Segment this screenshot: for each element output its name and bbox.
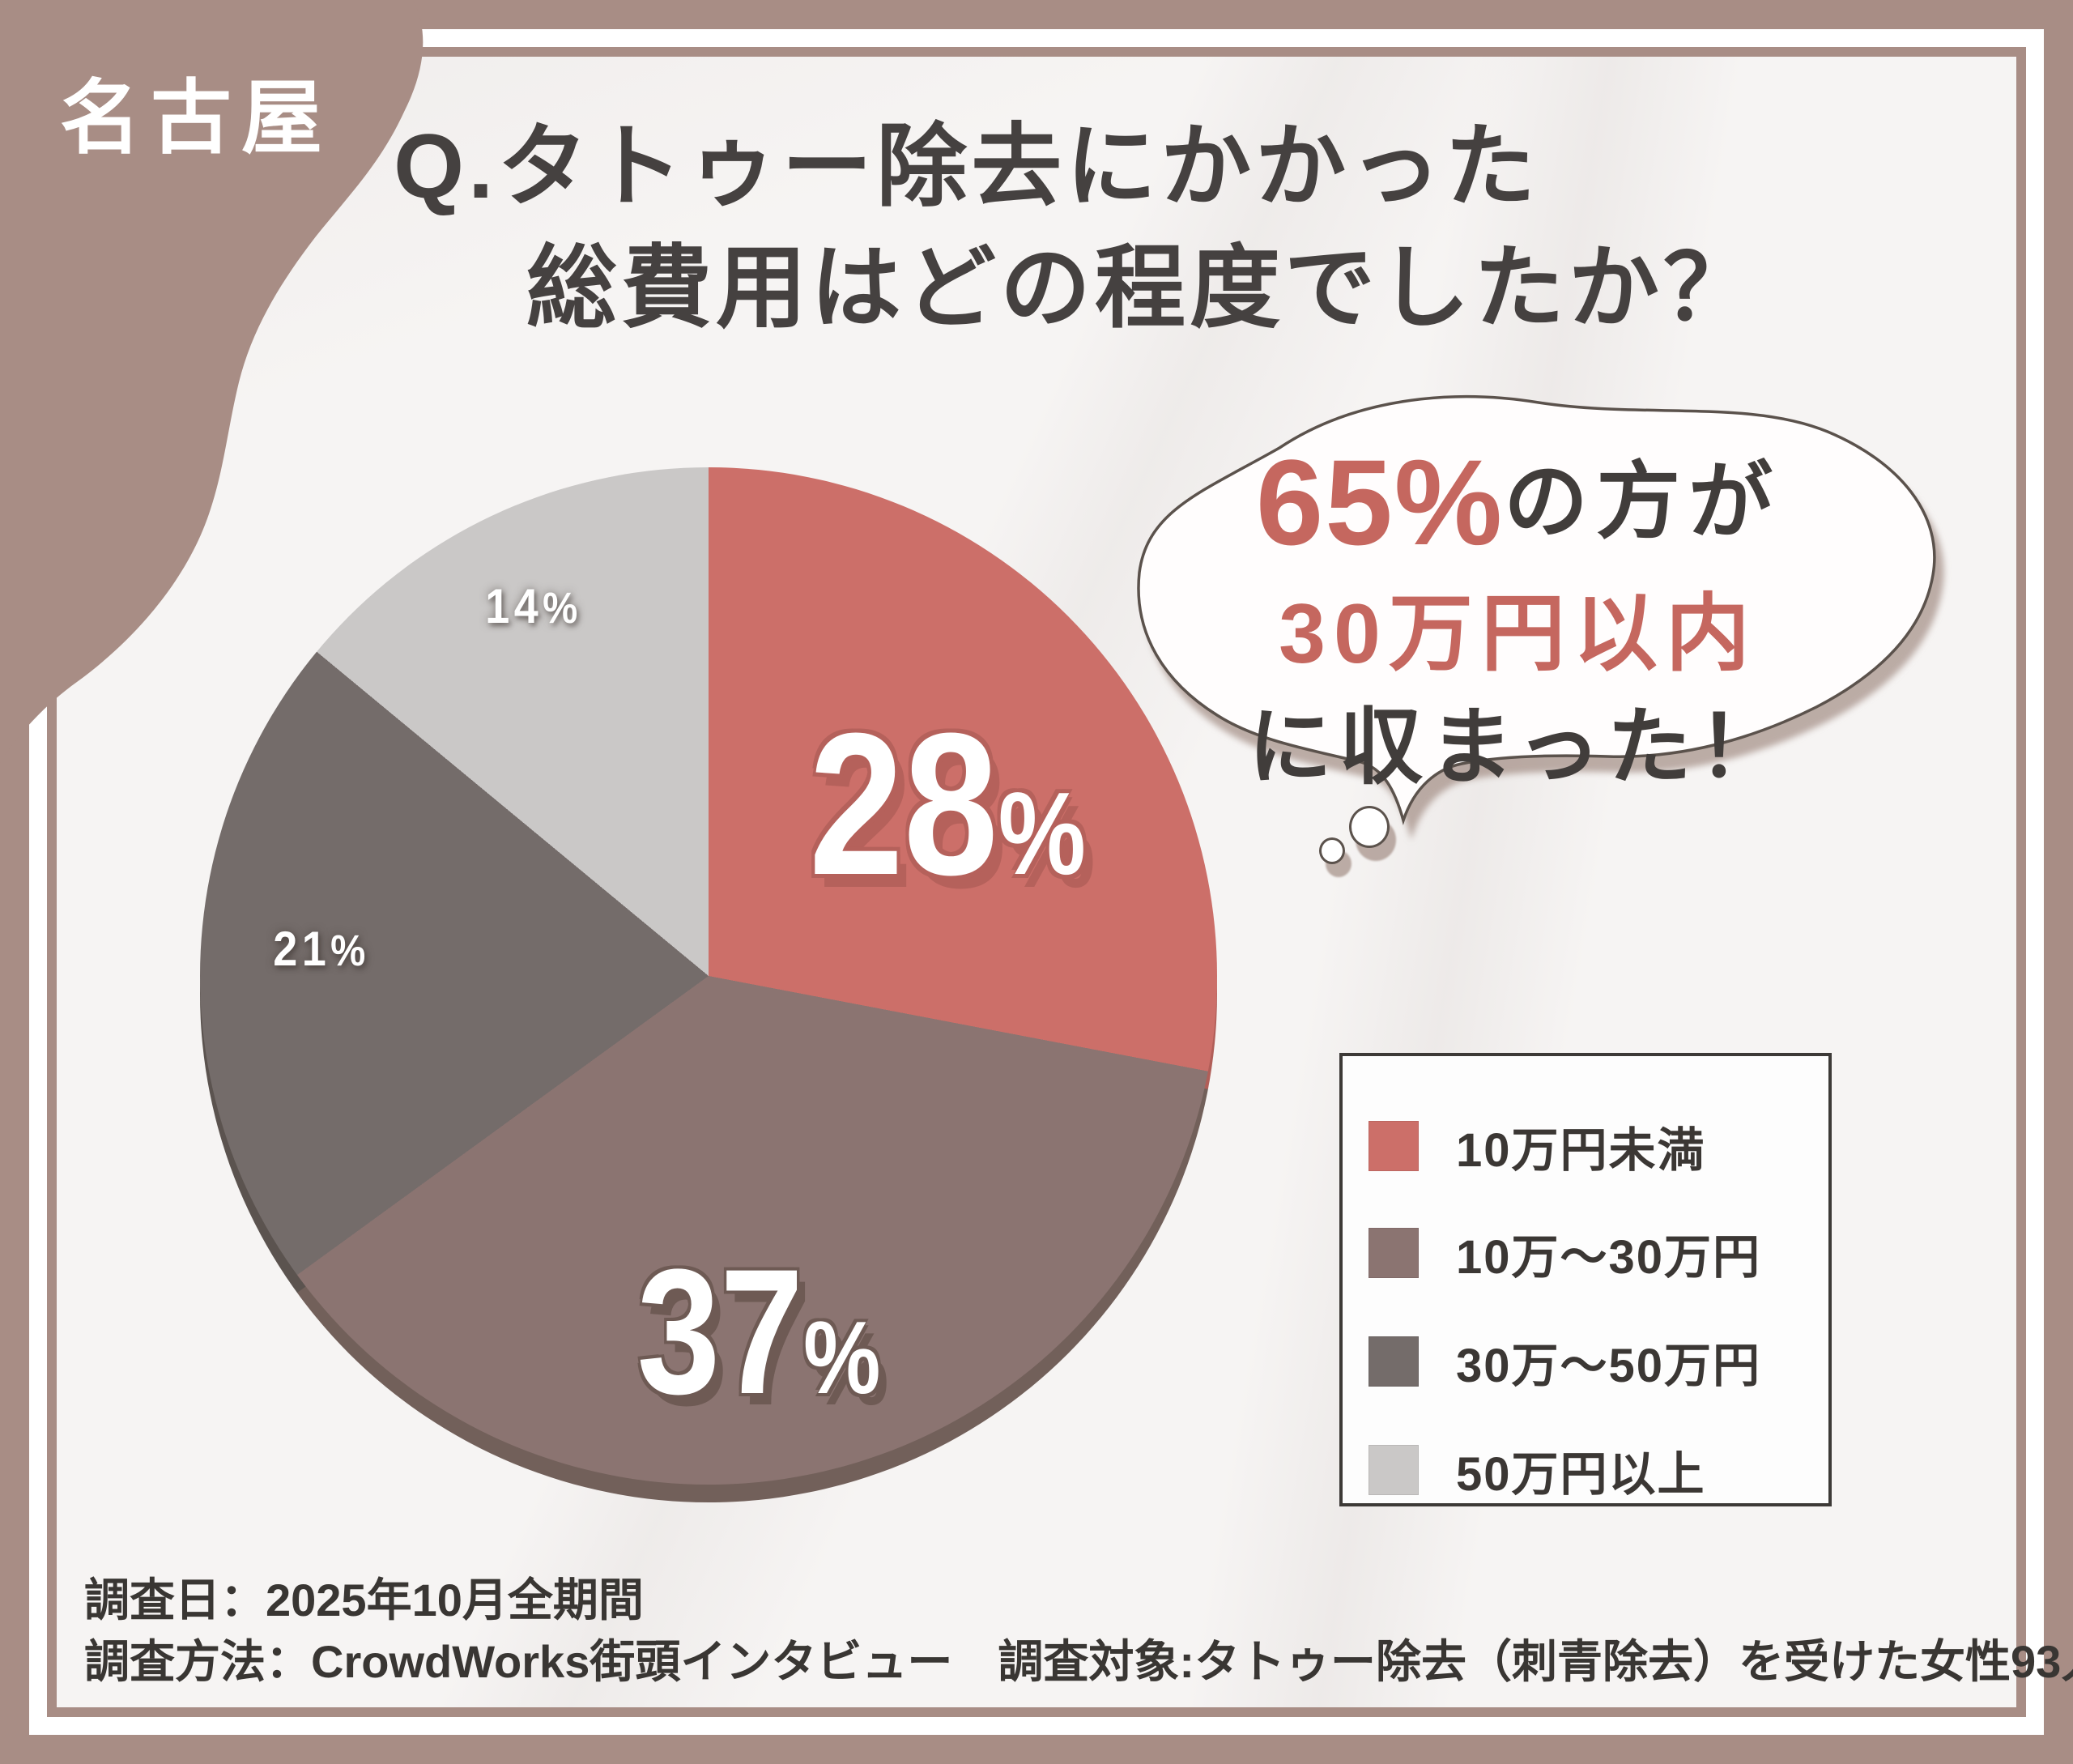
legend-swatch-lightgray (1369, 1445, 1419, 1495)
legend-swatch-brown (1369, 1228, 1419, 1278)
thought-dot-large (1349, 806, 1390, 848)
bubble-line3: に収まった！ (1248, 701, 1789, 795)
bubble-annotation: 65% の方が 30万円以内 に収まった！ (1174, 441, 1862, 790)
bubble-line2: 30万円以内 (1279, 587, 1758, 681)
page-title-line2: 総費用はどの程度でしたか？ (526, 237, 1758, 339)
survey-method: 調査方法：CrowdWorks街頭インタビュー 調査対象:タトゥー除去（刺青除去… (84, 1636, 2073, 1687)
region-badge: 名古屋 (60, 73, 332, 164)
bubble-line1: 65% の方が (1255, 434, 1781, 570)
thought-dot-small (1319, 837, 1345, 864)
legend-swatch-darkgray (1369, 1336, 1419, 1387)
thought-bubble (1137, 394, 1936, 826)
slice-label-21: 21% (273, 922, 370, 976)
legend-item-3: 30万〜50万円 (1369, 1336, 1761, 1392)
pie-chart-disc (200, 467, 1217, 1485)
page-title-line1: Q.タトゥー除去にかかった (394, 116, 1540, 217)
survey-date: 調査日：2025年10月全期間 (84, 1574, 644, 1626)
slice-label-14: 14% (485, 579, 582, 633)
slice-label-28: 28% (809, 691, 1086, 917)
legend-swatch-red (1369, 1121, 1419, 1171)
bubble-highlight-65: 65% (1255, 434, 1505, 570)
chart-legend: 10万円未満 10万〜30万円 30万〜50万円 50万円以上 (1339, 1053, 1832, 1506)
legend-item-2: 10万〜30万円 (1369, 1228, 1761, 1284)
corner-badge-blob (0, 0, 424, 763)
slice-label-37: 37% (636, 1232, 881, 1431)
legend-item-4: 50万円以上 (1369, 1445, 1706, 1501)
legend-item-1: 10万円未満 (1369, 1121, 1706, 1177)
pie-chart: 28% 37% 21% 14% (200, 467, 1217, 1502)
survey-meta: 調査日：2025年10月全期間 調査方法：CrowdWorks街頭インタビュー … (84, 1570, 2073, 1693)
